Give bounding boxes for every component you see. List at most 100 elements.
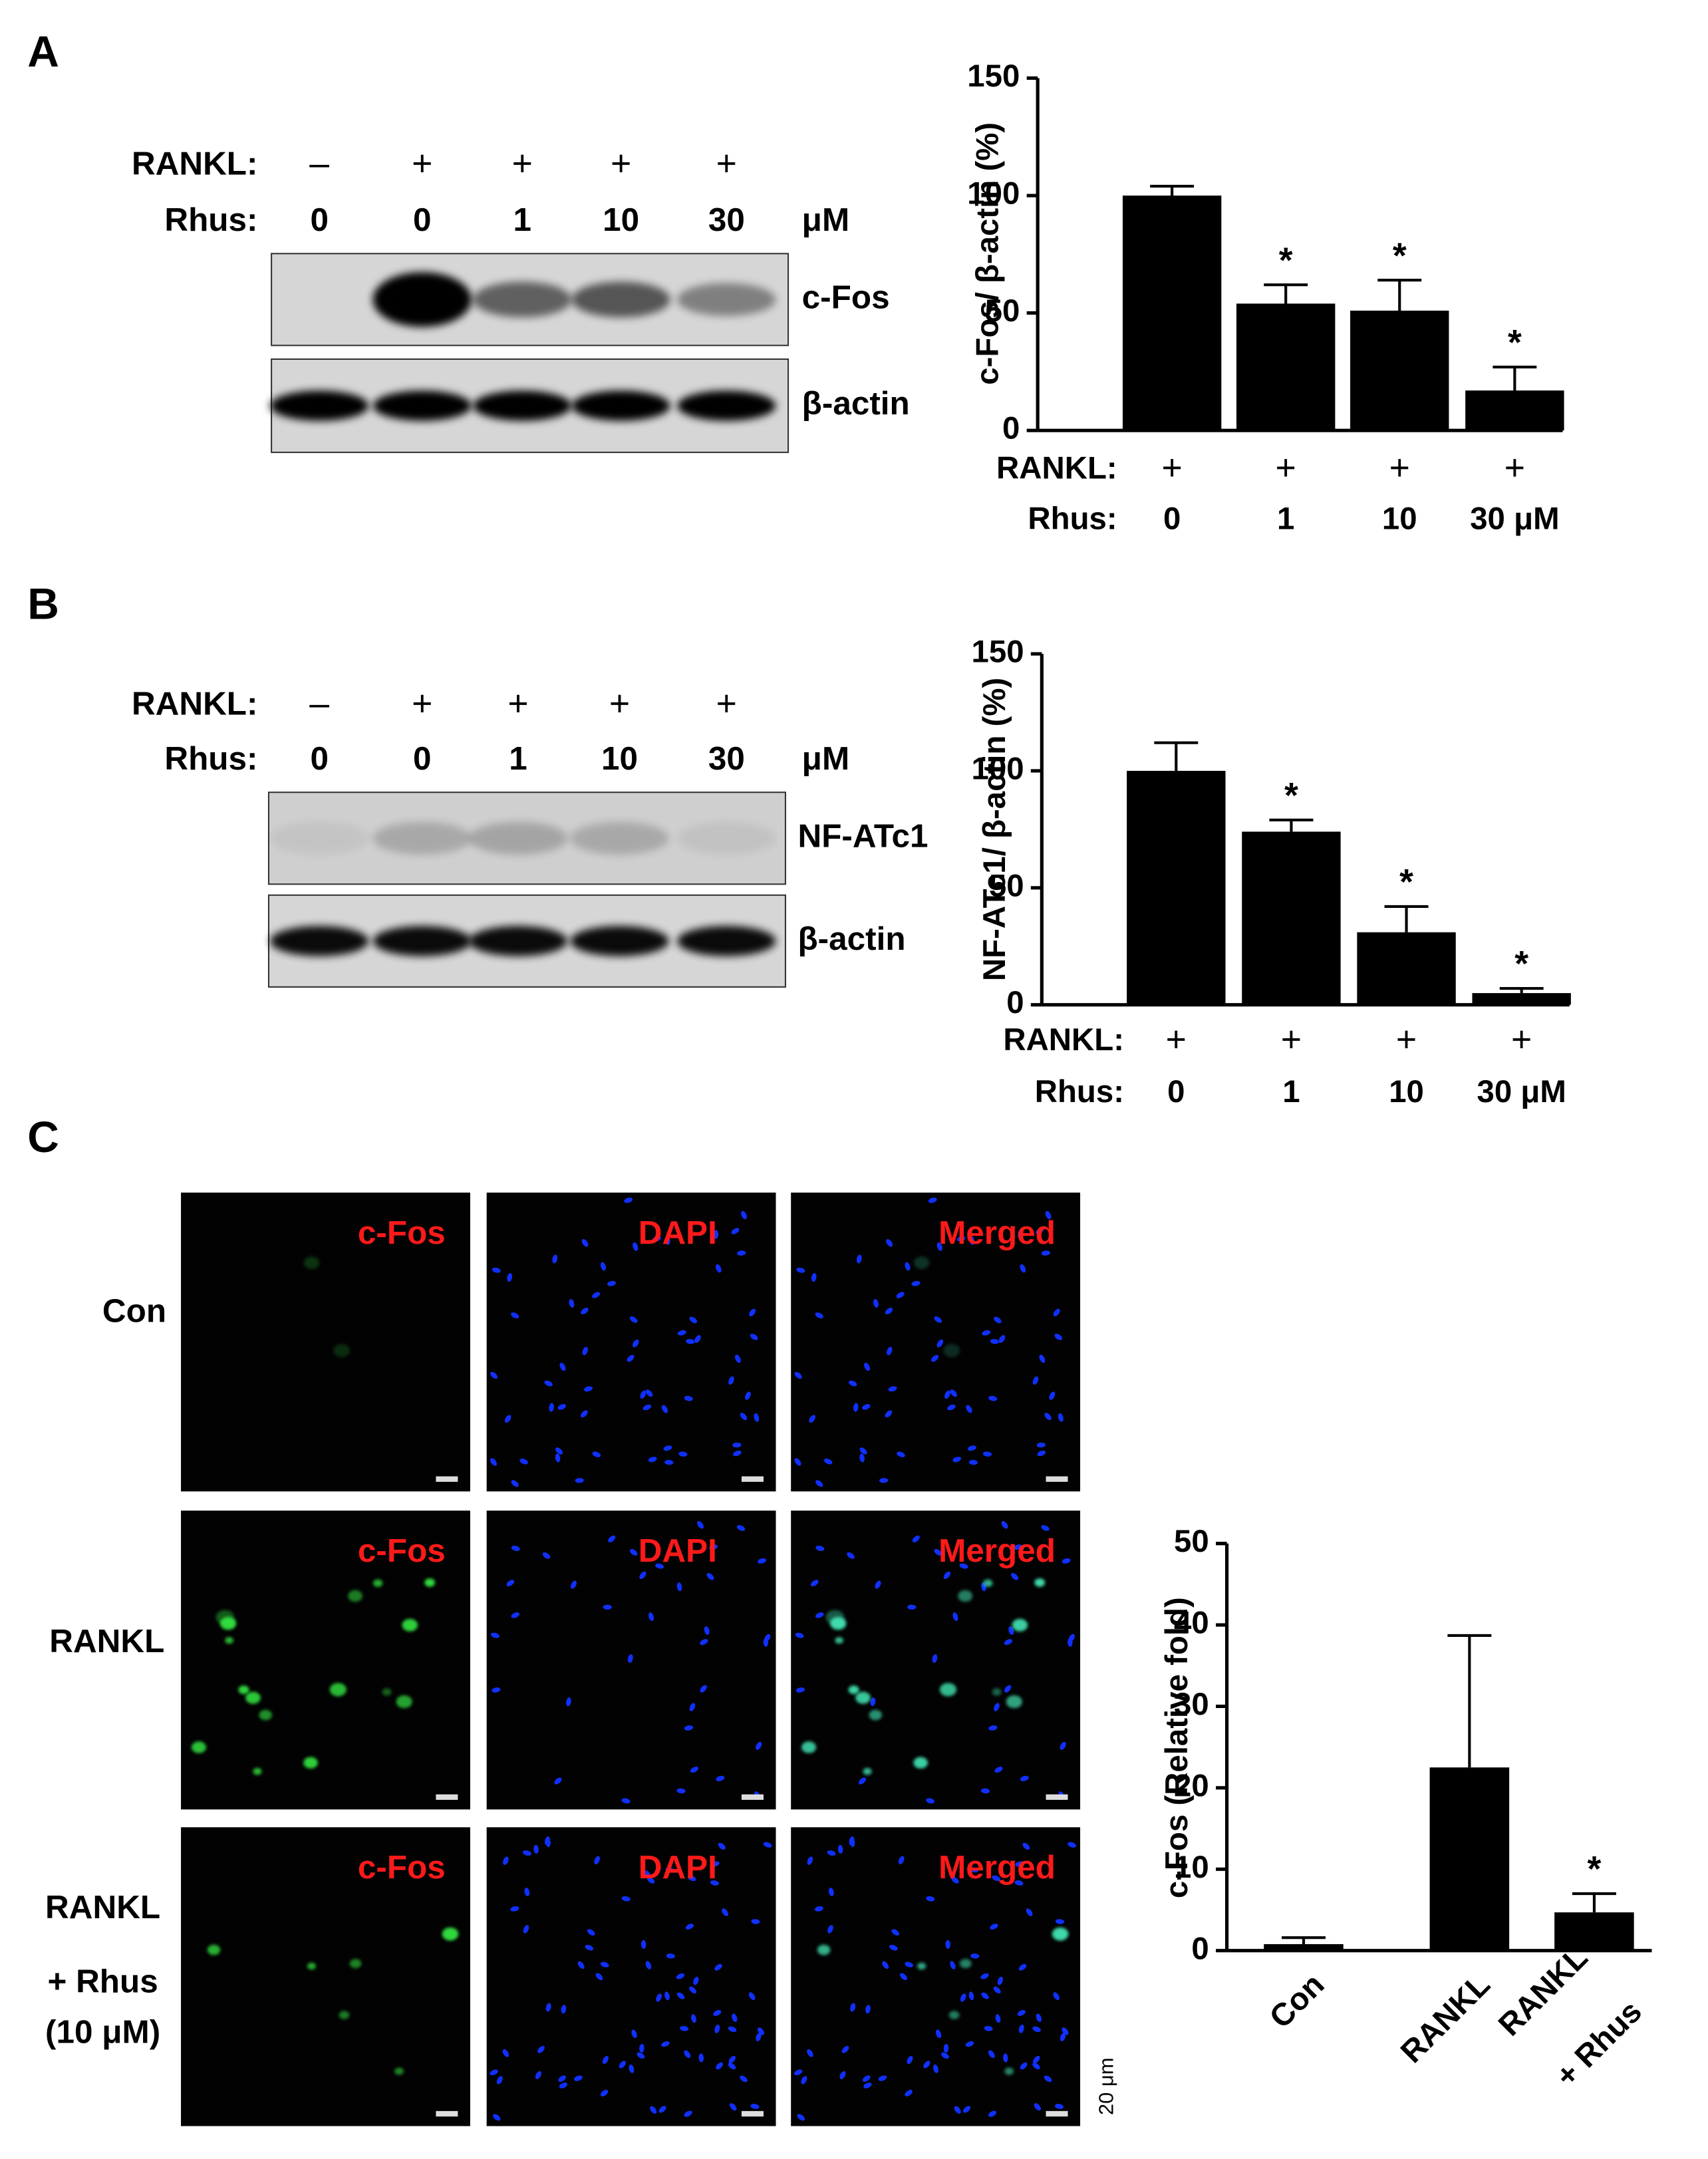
nucleus (684, 2050, 691, 2059)
blot-band (372, 926, 472, 956)
blot-band (473, 281, 572, 318)
x-tick-label: 1 (1282, 1074, 1300, 1109)
nucleus (1018, 1230, 1023, 1239)
nucleus (1068, 1842, 1076, 1848)
nucleus (594, 1856, 600, 1864)
nucleus (689, 1986, 697, 1994)
nucleus (887, 1346, 893, 1356)
nucleus (511, 1312, 519, 1319)
nucleus (710, 1861, 720, 1867)
scale-bar (1046, 2110, 1068, 2117)
nucleus (849, 1836, 855, 1846)
nucleus (728, 2063, 736, 2070)
nucleus (926, 1896, 935, 1902)
panel-label: B (27, 579, 59, 628)
blot-band (677, 390, 776, 421)
nucleus (990, 1339, 999, 1344)
scale-bar (1046, 1476, 1068, 1482)
cfos-signal (855, 1691, 871, 1704)
nucleus (797, 2114, 805, 2121)
nucleus (828, 1888, 834, 1897)
row-label: (10 μM) (45, 2014, 160, 2051)
cfos-signal (869, 1709, 883, 1721)
nucleus (490, 2069, 498, 2076)
nucleus (603, 1604, 612, 1610)
bar (1350, 311, 1449, 431)
nucleus (993, 1986, 1001, 1994)
nucleus (575, 1478, 584, 1483)
nucleus (648, 1612, 654, 1622)
nucleus (1041, 1250, 1050, 1256)
cfos-signal (830, 1617, 847, 1630)
nucleus (1015, 1861, 1024, 1867)
nucleus (950, 1961, 956, 1969)
nucleus (1022, 1842, 1030, 1850)
dose: 10 (601, 740, 638, 777)
nucleus (1062, 2027, 1069, 2035)
y-tick-label: 0 (1002, 411, 1020, 446)
nucleus (592, 1292, 601, 1298)
nucleus (524, 1888, 530, 1897)
nucleus (968, 1991, 974, 2001)
cfos-signal (333, 1344, 351, 1358)
cfos-signal (913, 1256, 930, 1269)
nucleus (684, 1725, 693, 1731)
nucleus (714, 2024, 720, 2033)
y-tick-label: 30 (1174, 1687, 1209, 1722)
nucleus (633, 1339, 639, 1348)
nucleus (582, 1346, 588, 1356)
nucleus (951, 1876, 959, 1884)
nucleus (642, 1404, 652, 1411)
row-label: RANKL: (132, 685, 258, 722)
scale-bar (436, 1476, 458, 1482)
nucleus (945, 1940, 950, 1949)
x-tick-label: 0 (1167, 1074, 1185, 1109)
nucleus (621, 1896, 631, 1902)
significance: * (1514, 944, 1528, 984)
nucleus (1001, 1520, 1008, 1529)
nucleus (981, 1992, 989, 1999)
nucleus (581, 1239, 589, 1247)
nucleus (947, 1404, 956, 1411)
nucleus (631, 2029, 637, 2039)
nucleus (856, 1254, 862, 1264)
nucleus (891, 1929, 900, 1936)
nucleus (713, 1230, 719, 1239)
scale-bar (742, 1476, 764, 1482)
cfos-signal (402, 1618, 418, 1632)
nucleus (716, 1264, 722, 1273)
nucleus (639, 2043, 644, 2053)
nucleus (994, 1316, 1002, 1324)
cfos-signal (259, 1709, 272, 1721)
bar (1472, 993, 1571, 1005)
micrograph (486, 1193, 776, 1492)
channel-label: Merged (938, 1215, 1056, 1251)
dose: 0 (413, 202, 432, 238)
channel-label: DAPI (639, 1849, 717, 1886)
cfos-signal (913, 1757, 928, 1769)
bar (1554, 1912, 1634, 1951)
treatment: + (609, 684, 630, 724)
cfos-signal (835, 1637, 844, 1644)
cfos-signal (1052, 1927, 1069, 1941)
nucleus (666, 1953, 675, 1959)
y-tick-label: 100 (971, 751, 1024, 786)
nucleus (980, 1973, 989, 1979)
nucleus (853, 1403, 859, 1412)
x-tick-label: 30 μM (1470, 502, 1559, 537)
cfos-signal (339, 2011, 350, 2019)
nucleus (558, 2075, 566, 2082)
treatment: + (611, 144, 631, 184)
cfos-signal (307, 1962, 317, 1970)
nucleus (503, 1856, 509, 1865)
nucleus (511, 1545, 520, 1551)
nucleus (994, 1767, 1003, 1773)
nucleus (839, 2071, 846, 2080)
nucleus (864, 1362, 870, 1371)
treatment: + (1389, 448, 1410, 488)
treatment: – (309, 684, 329, 724)
bar (1127, 770, 1226, 1005)
cfos-signal (373, 1579, 383, 1587)
nucleus (912, 1535, 920, 1542)
nucleus (569, 1299, 575, 1308)
